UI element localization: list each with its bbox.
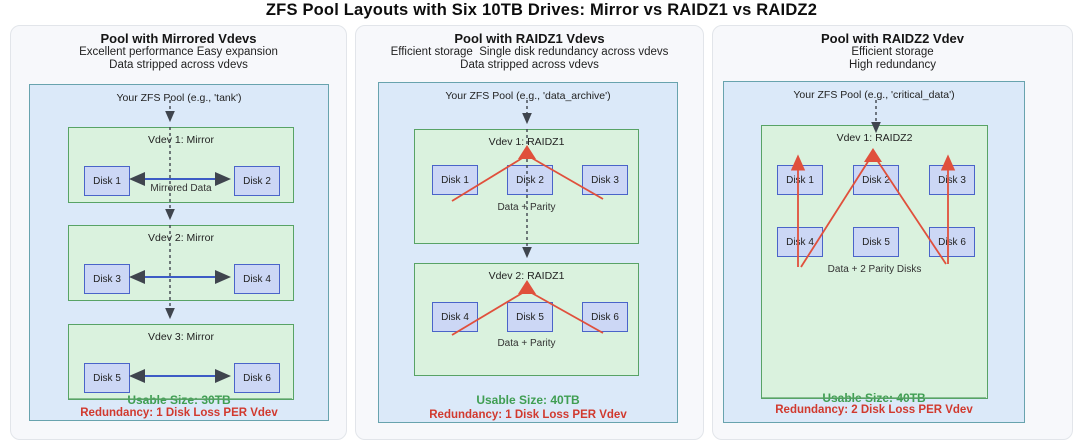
panel-header: Pool with Mirrored Vdevs: [100, 31, 257, 46]
vdev-box: Vdev 3: Mirror Disk 5 Disk 6: [68, 324, 294, 400]
panel-header: Pool with RAIDZ2 Vdev: [820, 31, 964, 46]
disk-box: Disk 6: [929, 227, 975, 257]
disk-box: Disk 3: [582, 165, 628, 195]
vdev-box: Vdev 2: RAIDZ1 Disk 4 Disk 5 Disk 6 Data…: [414, 263, 639, 376]
edge-label: Data + Parity: [497, 202, 556, 213]
disk-box: Disk 2: [234, 166, 280, 196]
disk-box: Disk 3: [84, 264, 130, 294]
disk-box: Disk 5: [507, 302, 553, 332]
panel-header: Pool with RAIDZ1 Vdevs: [454, 31, 605, 46]
vdev-label: Vdev 1: RAIDZ1: [488, 136, 565, 148]
disk-box: Disk 4: [234, 264, 280, 294]
redundancy-label: Redundancy: 1 Disk Loss PER Vdev: [80, 407, 278, 419]
disk-box: Disk 5: [853, 227, 899, 257]
disk-box: Disk 5: [84, 363, 130, 393]
disk-box: Disk 4: [777, 227, 823, 257]
vdev-box: Vdev 1: Mirror Disk 1 Disk 2 Mirrored Da…: [68, 127, 294, 203]
disk-box: Disk 2: [853, 165, 899, 195]
vdev-box: Vdev 1: RAIDZ2 Disk 1 Disk 2 Disk 3 Disk…: [761, 125, 988, 399]
disk-box: Disk 4: [432, 302, 478, 332]
redundancy-label: Redundancy: 2 Disk Loss PER Vdev: [775, 404, 973, 416]
vdev-label: Vdev 1: RAIDZ2: [836, 132, 913, 144]
disk-box: Disk 1: [432, 165, 478, 195]
usable-size-label: Usable Size: 40TB: [476, 393, 580, 407]
disk-box: Disk 6: [582, 302, 628, 332]
diagram-title: ZFS Pool Layouts with Six 10TB Drives: M…: [265, 1, 818, 19]
panel-raidz1-vdevs: Pool with RAIDZ1 Vdevs Efficient storage…: [355, 25, 704, 440]
vdev-box: Vdev 1: RAIDZ1 Disk 1 Disk 2 Disk 3 Data…: [414, 129, 639, 244]
disk-box: Disk 2: [507, 165, 553, 195]
disk-box: Disk 1: [84, 166, 130, 196]
edge-label: Data + Parity: [497, 338, 556, 349]
usable-size-label: Usable Size: 30TB: [127, 393, 231, 407]
panel-subtitle: High redundancy: [849, 59, 936, 71]
pool-label: Your ZFS Pool (e.g., 'data_archive'): [445, 90, 611, 102]
pool-label: Your ZFS Pool (e.g., 'critical_data'): [793, 89, 955, 101]
edge-label: Data + 2 Parity Disks: [827, 264, 922, 275]
panel-subtitle: Excellent performance Easy expansion: [79, 46, 278, 58]
vdev-box: Vdev 2: Mirror Disk 3 Disk 4: [68, 225, 294, 301]
edge-label: Mirrored Data: [150, 183, 212, 194]
vdev-label: Vdev 2: Mirror: [148, 232, 214, 244]
panel-subtitle: Efficient storage Single disk redundancy…: [390, 46, 669, 58]
vdev-label: Vdev 3: Mirror: [148, 331, 214, 343]
disk-box: Disk 3: [929, 165, 975, 195]
disk-box: Disk 1: [777, 165, 823, 195]
panel-raidz2-vdev: Pool with RAIDZ2 Vdev Efficient storage …: [712, 25, 1073, 440]
panel-subtitle: Data stripped across vdevs: [109, 59, 248, 71]
panel-subtitle: Data stripped across vdevs: [460, 59, 599, 71]
panel-mirrored-vdevs: Pool with Mirrored Vdevs Excellent perfo…: [10, 25, 347, 440]
panel-subtitle: Efficient storage: [851, 46, 934, 58]
redundancy-label: Redundancy: 1 Disk Loss PER Vdev: [429, 409, 627, 421]
disk-box: Disk 6: [234, 363, 280, 393]
vdev-label: Vdev 2: RAIDZ1: [488, 270, 565, 282]
pool-label: Your ZFS Pool (e.g., 'tank'): [116, 92, 242, 104]
usable-size-label: Usable Size: 40TB: [822, 391, 926, 405]
vdev-label: Vdev 1: Mirror: [148, 134, 214, 146]
